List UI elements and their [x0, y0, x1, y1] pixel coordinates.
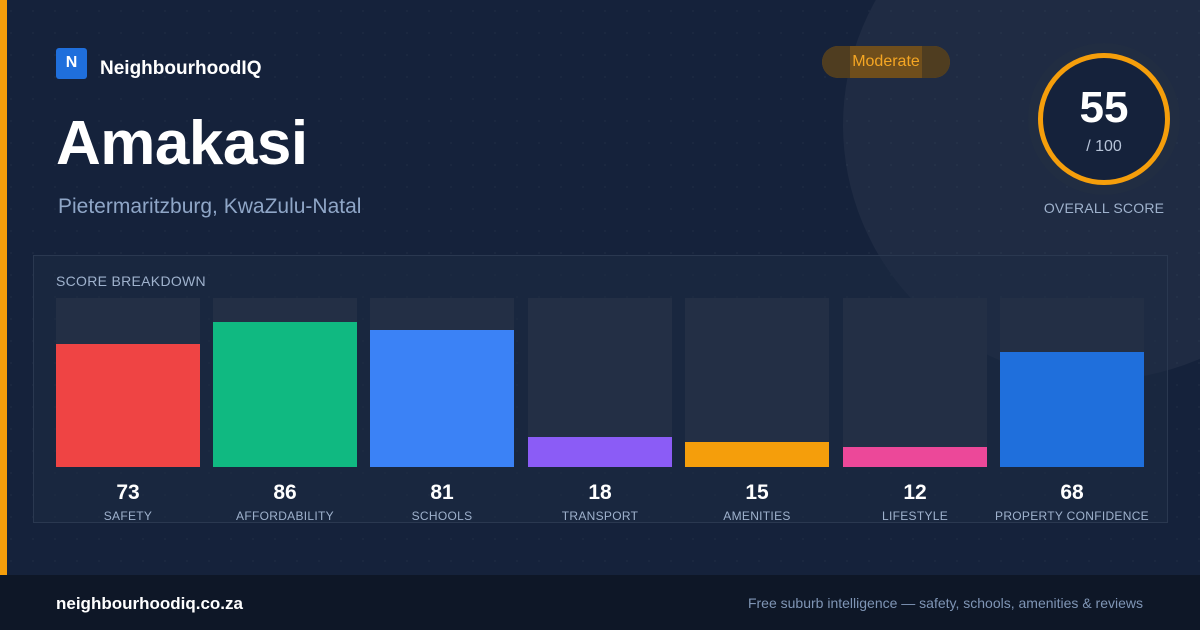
- bar-track: [1000, 298, 1144, 467]
- bar-label: LIFESTYLE: [881, 509, 949, 523]
- bar-track: [685, 298, 829, 467]
- bar-affordability: 86 AFFORDABILITY: [213, 298, 357, 524]
- bar-value: 68: [1060, 481, 1084, 504]
- bar-track: [56, 298, 200, 467]
- bar-label: SCHOOLS: [411, 509, 473, 523]
- rating-badge: Moderate: [822, 46, 950, 78]
- bar-safety: 73 SAFETY: [56, 298, 200, 524]
- bar-track: [528, 298, 672, 467]
- bar-track: [843, 298, 987, 467]
- bar-fill: [213, 322, 357, 467]
- bar-value: 18: [588, 481, 612, 504]
- bar-label: PROPERTY CONFIDENCE: [995, 509, 1149, 523]
- bar-value: 12: [903, 481, 927, 504]
- score-ring-circle: 55 / 100: [1038, 53, 1170, 185]
- overall-score-value: 55: [1079, 83, 1129, 132]
- score-breakdown-panel: SCORE BREAKDOWN 73 SAFETY 86 AFFORDABILI…: [33, 255, 1168, 523]
- bar-label: AMENITIES: [723, 509, 791, 523]
- bar-fill: [370, 330, 514, 467]
- bar-amenities: 15 AMENITIES: [685, 298, 829, 524]
- bar-track: [370, 298, 514, 467]
- bar-schools: 81 SCHOOLS: [370, 298, 514, 524]
- bar-fill: [56, 344, 200, 467]
- bar-track: [213, 298, 357, 467]
- rating-badge-label: Moderate: [852, 53, 920, 70]
- bar-fill: [1000, 352, 1144, 467]
- bar-label: AFFORDABILITY: [236, 509, 334, 523]
- share-card: N NeighbourhoodIQ Amakasi Pietermaritzbu…: [0, 0, 1200, 575]
- bar-fill: [685, 442, 829, 467]
- bar-value: 81: [430, 481, 454, 504]
- bar-value: 15: [745, 481, 769, 504]
- footer-domain-link[interactable]: neighbourhoodiq.co.za: [56, 594, 243, 613]
- accent-bar: [0, 0, 7, 575]
- bar-fill: [528, 437, 672, 467]
- bar-value: 73: [116, 481, 140, 504]
- suburb-name: Amakasi: [56, 109, 308, 178]
- brand-header: N NeighbourhoodIQ: [56, 46, 261, 80]
- suburb-location: Pietermaritzburg, KwaZulu-Natal: [58, 195, 362, 218]
- bar-lifestyle: 12 LIFESTYLE: [843, 298, 987, 524]
- footer: neighbourhoodiq.co.za Free suburb intell…: [0, 575, 1200, 630]
- overall-score-ring: 55 / 100: [1028, 43, 1180, 195]
- bar-transport: 18 TRANSPORT: [528, 298, 672, 524]
- bar-fill: [843, 447, 987, 467]
- footer-tagline: Free suburb intelligence — safety, schoo…: [747, 595, 1143, 611]
- breakdown-title: SCORE BREAKDOWN: [56, 273, 206, 289]
- bar-label: SAFETY: [103, 509, 153, 523]
- bar-value: 86: [273, 481, 297, 504]
- brand-logo-icon: N: [56, 47, 87, 79]
- brand-name: NeighbourhoodIQ: [100, 58, 262, 79]
- bar-label: TRANSPORT: [561, 509, 639, 523]
- overall-score-caption: OVERALL SCORE: [1043, 200, 1165, 216]
- overall-score-denominator: / 100: [1086, 138, 1122, 155]
- bar-property-confidence: 68 PROPERTY CONFIDENCE: [995, 298, 1149, 524]
